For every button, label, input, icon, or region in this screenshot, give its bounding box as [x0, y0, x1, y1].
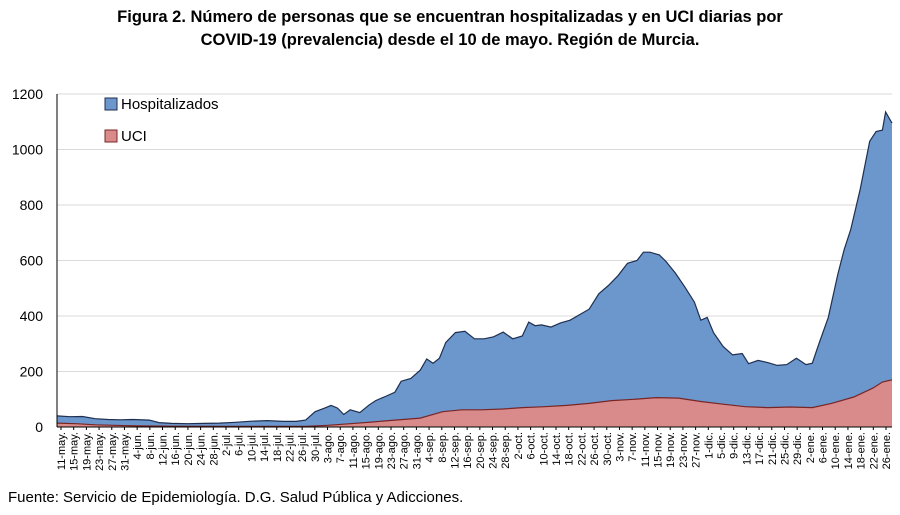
x-tick-label: 19-may.: [81, 432, 93, 471]
x-tick-label: 2-ene.: [805, 432, 817, 463]
x-tick-label: 11-nov.: [640, 432, 652, 467]
x-tick-label: 7-ago.: [335, 432, 347, 463]
x-tick-label: 10-ene.: [830, 432, 842, 469]
y-tick-label: 1000: [12, 142, 43, 158]
x-tick-label: 25-dic.: [779, 432, 791, 465]
x-tick-label: 11-may.: [56, 432, 68, 470]
x-tick-label: 12-sep.: [449, 432, 461, 469]
x-tick-label: 28-sep.: [500, 432, 512, 469]
x-tick-label: 14-jul.: [259, 432, 271, 462]
x-tick-label: 6-jul.: [234, 432, 246, 456]
y-tick-label: 800: [20, 197, 44, 213]
x-tick-label: 8-sep.: [437, 432, 449, 463]
x-tick-label: 24-jun.: [196, 432, 208, 466]
series-line-uci: [56, 379, 893, 427]
y-tick-label: 0: [35, 419, 43, 435]
x-tick-label: 5-dic.: [716, 432, 728, 459]
y-tick-label: 400: [20, 308, 44, 324]
series-area-hospitalizados: [57, 112, 892, 427]
area-chart: 0 200 400 600 800 1000 1200 11-may. 15-may. 19-ma…: [12, 86, 893, 471]
x-tick-label: 16-jun.: [170, 432, 182, 466]
y-tick-label: 600: [20, 253, 44, 269]
x-tick-label: 28-jun.: [208, 432, 220, 466]
x-tick-label: 20-sep.: [475, 432, 487, 469]
x-tick-label: 29-dic.: [792, 432, 804, 465]
series-area-uci: [57, 379, 892, 427]
x-tick-label: 2-oct.: [513, 432, 525, 460]
y-tick-label: 200: [20, 364, 44, 380]
x-tick-label: 8-jun.: [145, 432, 157, 460]
x-tick-label: 23-nov.: [678, 432, 690, 468]
x-tick-label: 23-ago.: [386, 432, 398, 469]
x-tick-label: 6-oct.: [526, 432, 538, 460]
chart-title-line-1: Figura 2. Número de personas que se encu…: [117, 8, 783, 26]
x-tick-label: 16-sep.: [462, 432, 474, 469]
x-tick-label: 26-ene.: [881, 432, 893, 469]
x-tick-label: 26-jul.: [297, 432, 309, 462]
x-tick-label: 10-jul.: [246, 432, 258, 462]
y-tick-label: 1200: [12, 86, 43, 102]
x-tick-label: 11-ago.: [348, 432, 360, 469]
x-tick-label: 1-dic.: [703, 432, 715, 459]
x-tick-label: 26-oct.: [589, 432, 601, 466]
x-tick-label: 18-jul.: [272, 432, 284, 462]
x-tick-label: 20-jun.: [183, 432, 195, 466]
x-tick-label: 22-jul.: [284, 432, 296, 462]
source-note: Fuente: Servicio de Epidemiología. D.G. …: [8, 489, 464, 506]
x-tick-label: 14-oct.: [551, 432, 563, 466]
x-tick-label: 10-oct.: [538, 432, 550, 466]
x-tick-label: 15-nov.: [653, 432, 665, 468]
x-tick-label: 24-sep.: [488, 432, 500, 469]
x-tick-label: 30-oct.: [602, 432, 614, 466]
x-tick-label: 14-ene.: [843, 432, 855, 469]
x-tick-label: 3-ago.: [323, 432, 335, 463]
x-tick-label: 18-ene.: [856, 432, 868, 469]
x-tick-label: 4-jun.: [132, 432, 144, 460]
x-tick-label: 19-nov.: [665, 432, 677, 468]
x-tick-label: 19-ago.: [373, 432, 385, 469]
x-tick-label: 31-may.: [119, 432, 131, 471]
legend-label: UCI: [121, 128, 147, 145]
x-tick-label: 7-nov.: [627, 432, 639, 462]
legend-label: Hospitalizados: [121, 96, 219, 113]
x-tick-label: 9-dic.: [729, 432, 741, 459]
chart-title: Figura 2. Número de personas que se encu…: [0, 6, 900, 52]
x-tick-label: 3-nov.: [614, 432, 626, 462]
series-line-hospitalizados: [56, 110, 893, 425]
x-tick-label: 6-ene.: [818, 432, 830, 463]
x-tick-label: 2-jul.: [221, 432, 233, 456]
x-tick-label: 12-jun.: [158, 432, 170, 466]
x-tick-label: 21-dic.: [767, 432, 779, 465]
x-tick-label: 22-ene.: [868, 432, 880, 469]
x-tick-label: 27-nov.: [691, 432, 703, 468]
x-tick-label: 27-ago.: [399, 432, 411, 469]
legend-swatch: [104, 97, 118, 111]
x-tick-label: 27-may.: [107, 432, 119, 471]
x-tick-label: 13-dic.: [741, 432, 753, 465]
x-tick-label: 18-oct.: [564, 432, 576, 466]
x-tick-label: 23-may.: [94, 432, 106, 471]
legend-swatch: [104, 129, 118, 143]
chart-title-line-2: COVID-19 (prevalencia) desde el 10 de ma…: [200, 31, 700, 49]
x-tick-label: 22-oct.: [576, 432, 588, 466]
x-tick-label: 30-jul.: [310, 432, 322, 462]
x-tick-label: 17-dic.: [754, 432, 766, 465]
x-tick-label: 4-sep.: [424, 432, 436, 463]
x-tick-label: 15-ago.: [361, 432, 373, 469]
x-tick-label: 15-may.: [69, 432, 81, 471]
x-tick-label: 31-ago.: [411, 432, 423, 469]
